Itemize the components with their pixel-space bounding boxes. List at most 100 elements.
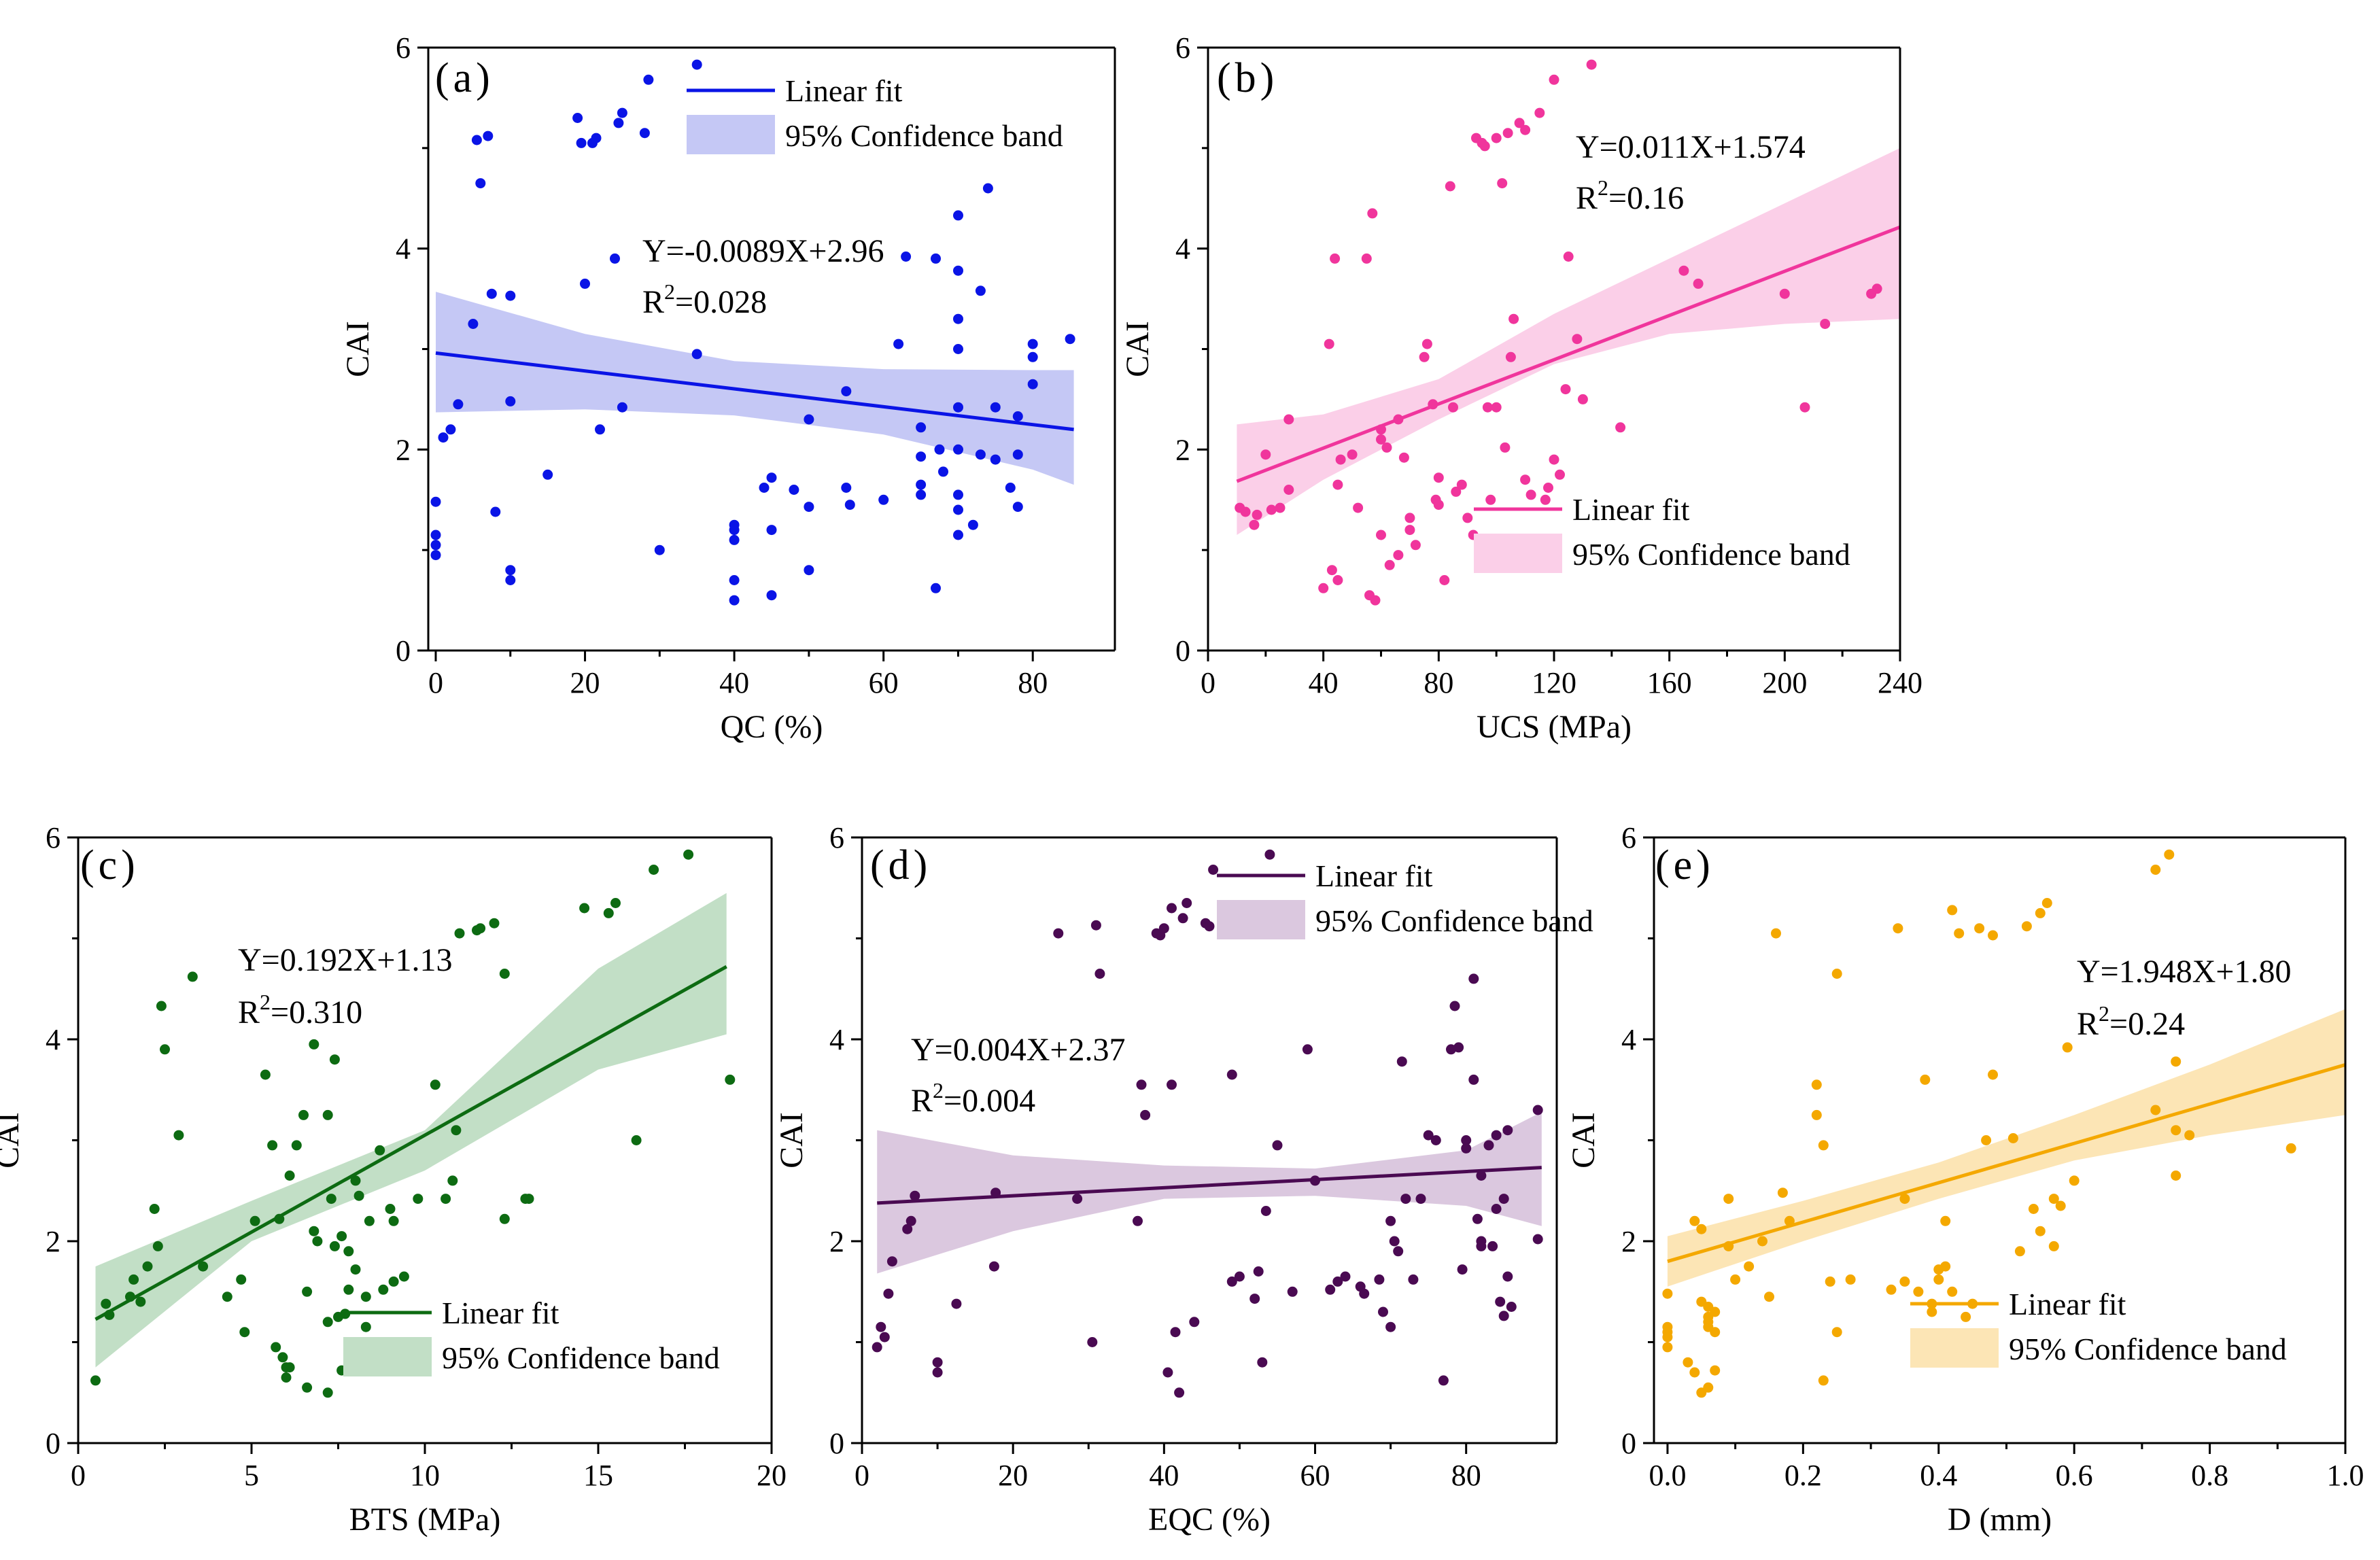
- data-point: [489, 918, 500, 929]
- data-point: [260, 1069, 271, 1080]
- data-point: [542, 469, 553, 480]
- data-point: [1283, 485, 1294, 495]
- data-point: [1710, 1327, 1721, 1338]
- data-point: [1240, 506, 1251, 517]
- data-point: [617, 107, 627, 118]
- data-point: [1208, 865, 1219, 875]
- data-point: [1451, 486, 1462, 497]
- data-point: [413, 1194, 424, 1204]
- data-point: [1438, 1375, 1449, 1386]
- data-point: [322, 1317, 333, 1328]
- y-tick-label: 6: [1175, 31, 1190, 65]
- data-point: [1514, 118, 1525, 128]
- data-point: [683, 849, 694, 860]
- data-point: [906, 1215, 916, 1226]
- data-point: [691, 349, 702, 360]
- data-point: [932, 1357, 943, 1368]
- data-point: [572, 113, 583, 123]
- x-tick-label: 160: [1647, 666, 1692, 699]
- y-tick-label: 2: [1621, 1225, 1636, 1258]
- data-point: [953, 530, 963, 540]
- data-point: [343, 1246, 354, 1257]
- data-point: [312, 1236, 323, 1247]
- data-point: [1506, 1302, 1517, 1312]
- data-point: [1287, 1286, 1298, 1297]
- data-point: [388, 1215, 399, 1226]
- data-point: [1723, 1194, 1734, 1204]
- data-point: [1453, 1042, 1464, 1053]
- r-squared-symbol: R: [1576, 180, 1598, 216]
- data-point: [1784, 1215, 1795, 1226]
- data-point: [1933, 1274, 1944, 1285]
- data-point: [953, 444, 963, 455]
- data-point: [1757, 1236, 1767, 1247]
- data-point: [691, 59, 702, 70]
- data-point: [1491, 133, 1502, 143]
- r-squared-value: =0.16: [1608, 180, 1684, 216]
- r-squared: R2=0.004: [911, 1078, 1035, 1119]
- data-point: [1398, 452, 1409, 463]
- r-squared-superscript: 2: [2099, 1001, 2109, 1026]
- x-tick-label: 40: [1309, 666, 1339, 699]
- data-point: [953, 344, 963, 354]
- y-axis-title: CAI: [1120, 321, 1156, 377]
- x-tick-label: 0.0: [1649, 1459, 1686, 1492]
- data-point: [1485, 494, 1496, 505]
- data-point: [388, 1276, 399, 1287]
- data-point: [475, 923, 486, 934]
- r-squared-symbol: R: [238, 994, 260, 1030]
- data-point: [1913, 1286, 1924, 1297]
- data-point: [595, 424, 605, 435]
- legend-band-label: 95% Confidence band: [2009, 1332, 2287, 1366]
- legend-band-label: 95% Confidence band: [1572, 537, 1850, 572]
- data-point: [322, 1109, 333, 1120]
- x-tick-label: 0: [1201, 666, 1215, 699]
- data-point: [2021, 921, 2032, 932]
- confidence-band: [436, 292, 1074, 485]
- data-point: [932, 1367, 943, 1378]
- data-point: [1381, 442, 1392, 453]
- data-point: [1167, 903, 1177, 914]
- data-point: [1376, 530, 1386, 540]
- data-point: [1332, 575, 1343, 585]
- y-tick-label: 2: [829, 1225, 844, 1258]
- data-point: [1419, 351, 1430, 362]
- data-point: [1500, 442, 1511, 453]
- r-squared: R2=0.310: [238, 990, 362, 1030]
- data-point: [1087, 1337, 1098, 1347]
- data-point: [988, 1261, 999, 1272]
- data-point: [1502, 1271, 1513, 1282]
- data-point: [841, 483, 852, 493]
- data-point: [499, 969, 510, 979]
- r-squared-value: =0.24: [2109, 1006, 2185, 1042]
- data-point: [483, 131, 494, 141]
- data-point: [281, 1362, 292, 1373]
- data-point: [1449, 1001, 1460, 1011]
- data-point: [990, 402, 1001, 413]
- data-point: [1525, 489, 1536, 500]
- legend-band-swatch: [687, 115, 775, 154]
- r-squared-value: =0.004: [944, 1083, 1035, 1119]
- data-point: [1497, 178, 1508, 189]
- data-point: [1689, 1367, 1700, 1378]
- data-point: [879, 1332, 890, 1342]
- data-point: [610, 253, 620, 264]
- data-point: [1174, 1387, 1185, 1398]
- data-point: [804, 414, 814, 425]
- data-point: [766, 472, 777, 483]
- panel-label: (a): [435, 55, 494, 101]
- data-point: [1461, 1143, 1472, 1154]
- data-point: [1275, 502, 1286, 513]
- data-point: [729, 525, 740, 536]
- r-squared-value: =0.310: [271, 994, 362, 1030]
- x-tick-label: 20: [998, 1459, 1028, 1492]
- x-tick-label: 0.4: [1920, 1459, 1957, 1492]
- x-tick-label: 80: [1451, 1459, 1481, 1492]
- data-point: [1182, 898, 1192, 908]
- data-point: [902, 1224, 913, 1234]
- data-point: [1799, 402, 1810, 413]
- data-point: [617, 402, 627, 413]
- data-point: [1710, 1365, 1721, 1376]
- data-point: [1133, 1215, 1143, 1226]
- data-point: [1439, 575, 1450, 585]
